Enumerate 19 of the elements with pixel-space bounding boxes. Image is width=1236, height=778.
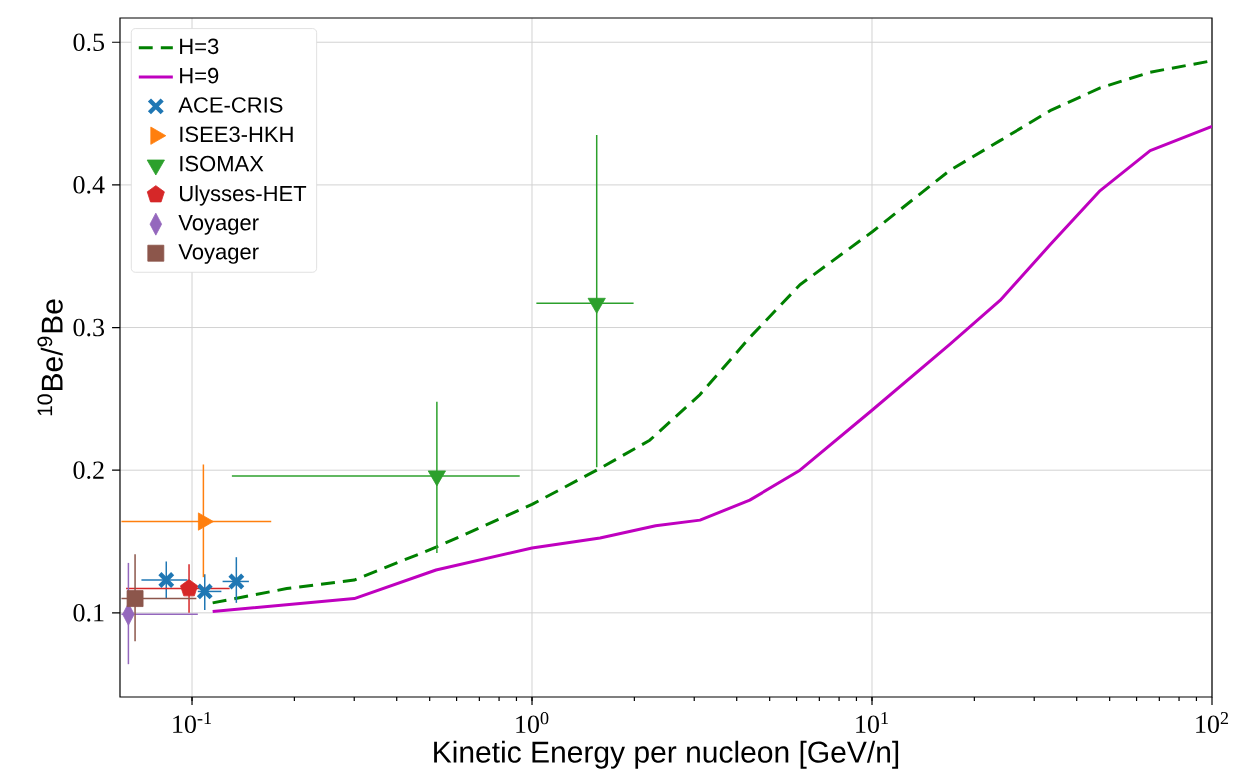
x-tick-label: 10$^{1}$ xyxy=(856,712,888,733)
legend-label: ISOMAX xyxy=(180,155,264,172)
y-tick-label: 0.4 xyxy=(73,176,105,194)
y-tick-label: 0.2 xyxy=(73,461,104,480)
legend-label: H=3 xyxy=(180,38,219,55)
legend-label: Ulysses-HET xyxy=(180,185,307,206)
x-tick-label: 10$^{0}$ xyxy=(516,712,549,734)
y-tick-label: 0.3 xyxy=(73,318,105,337)
x-tick-label: 10$^{-1}$ xyxy=(173,712,212,733)
legend-label: ACE-CRIS xyxy=(178,97,283,113)
legend-label: Voyager xyxy=(178,244,259,264)
legend-label: ISEE3-HKH xyxy=(180,126,293,143)
y-tick-label: 0.1 xyxy=(73,604,104,622)
legend-label: Voyager xyxy=(178,215,259,235)
x-axis-title: Kinetic Energy per nucleon [GeV/n] xyxy=(434,740,899,769)
x-tick-label: 10$^{2}$ xyxy=(1196,712,1229,734)
legend-label: H=9 xyxy=(180,67,219,84)
y-axis-title: $^{10}$Be/$^{9}$Be xyxy=(37,299,63,416)
y-tick-label: 0.5 xyxy=(73,33,105,52)
